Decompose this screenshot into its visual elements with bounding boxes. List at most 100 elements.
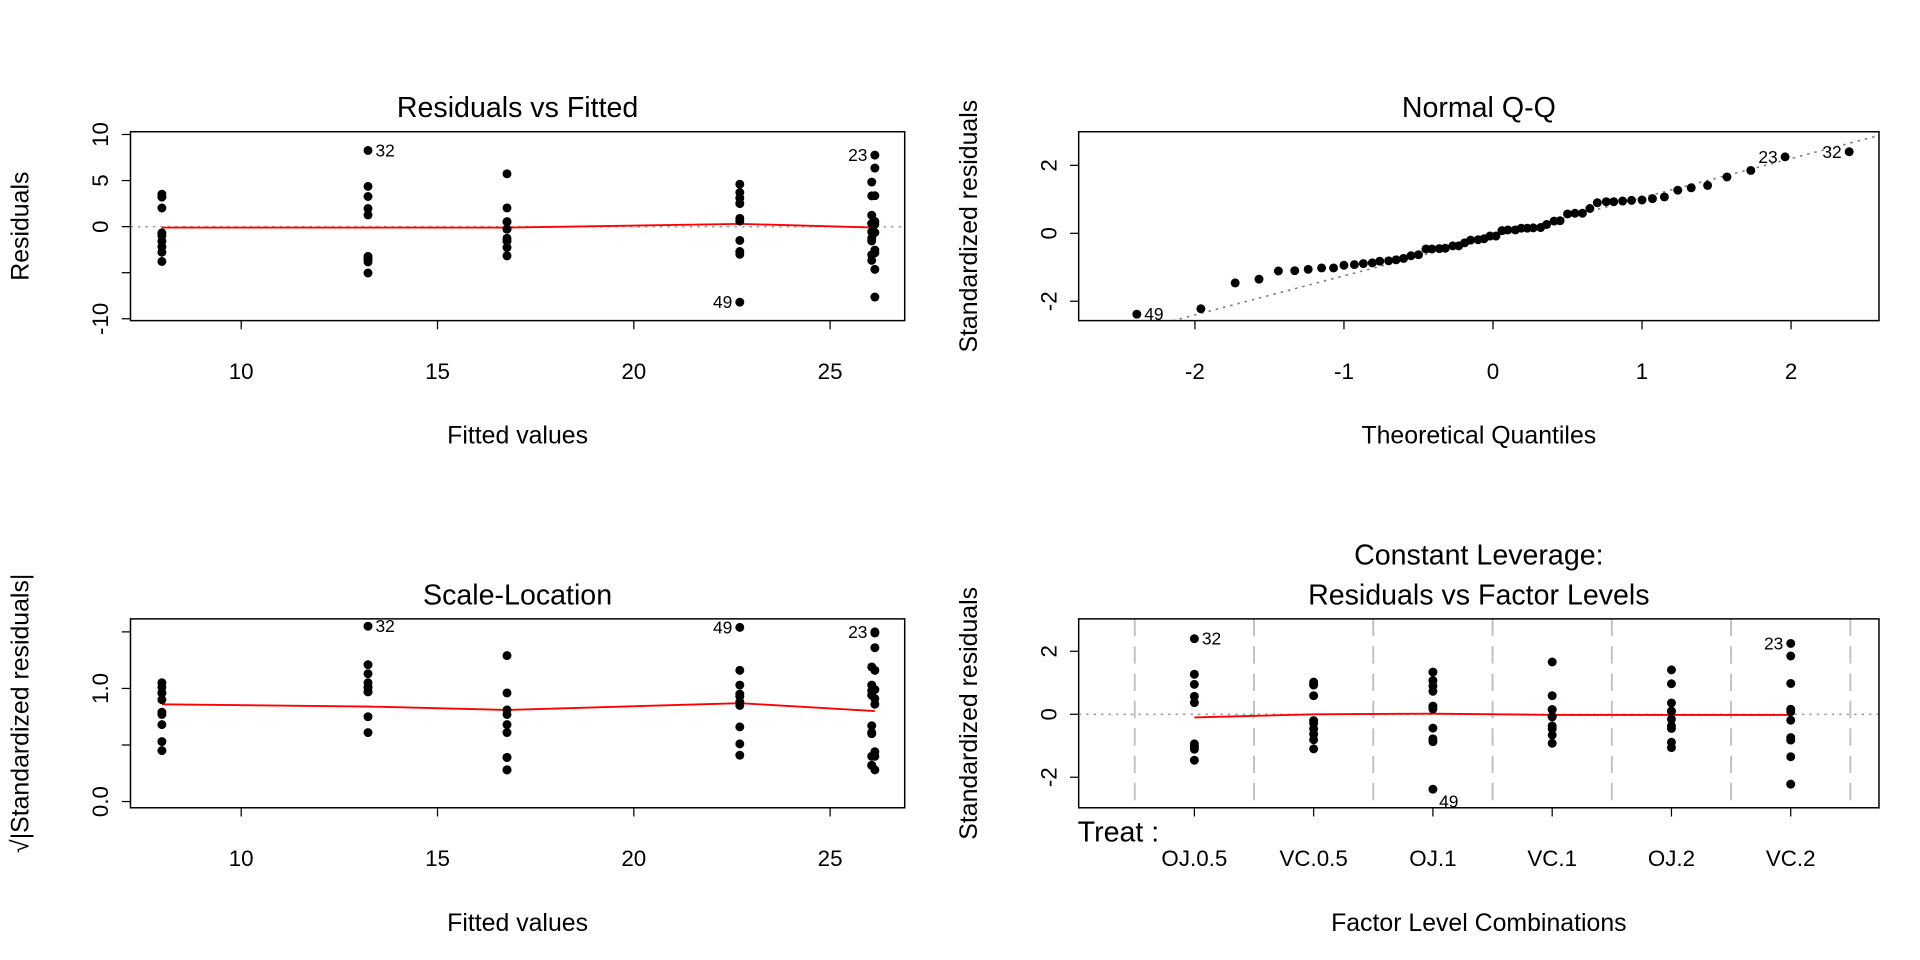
point (1609, 197, 1619, 207)
y-axis-label: Standardized residuals (956, 100, 983, 353)
point (1349, 260, 1359, 270)
plot-frame (129, 130, 906, 322)
x-tick-label: 10 (229, 359, 254, 384)
point (1786, 779, 1796, 789)
y-tick-label: -10 (88, 303, 113, 335)
x-tick-label: 20 (621, 846, 646, 871)
point (735, 297, 745, 307)
point (1317, 263, 1327, 273)
point (502, 688, 512, 698)
point (363, 254, 373, 264)
plot-frame (129, 618, 906, 809)
point-label: 32 (1822, 142, 1841, 162)
point (1189, 634, 1199, 644)
point (1547, 691, 1557, 701)
x-axis-label: Fitted values (447, 423, 588, 450)
point (502, 224, 512, 234)
point (870, 694, 880, 704)
point (1786, 678, 1796, 688)
point (870, 627, 880, 637)
point (157, 709, 167, 719)
y-tick-label: 5 (88, 174, 113, 186)
point (1303, 264, 1313, 274)
point (1189, 679, 1199, 689)
point (1647, 194, 1657, 204)
point (870, 191, 880, 201)
point (870, 665, 880, 675)
point (363, 210, 373, 220)
point (1414, 250, 1423, 260)
point (1428, 734, 1438, 744)
point (1391, 255, 1401, 265)
point (735, 193, 745, 203)
point (1563, 209, 1572, 219)
point (1547, 712, 1557, 722)
point (1786, 715, 1796, 725)
x-tick-label: 0 (1487, 359, 1499, 384)
point (735, 622, 745, 632)
point (1309, 718, 1319, 728)
point (1786, 752, 1796, 762)
point (870, 217, 880, 226)
point (1189, 691, 1199, 701)
y-tick-label: 0 (1036, 708, 1061, 720)
point (363, 621, 373, 631)
point (502, 651, 512, 661)
point (1428, 701, 1438, 711)
point (363, 145, 373, 155)
point (363, 192, 373, 201)
chart-title: Constant Leverage: (1354, 539, 1603, 571)
point (1273, 266, 1283, 276)
point (735, 700, 745, 710)
point (735, 680, 745, 690)
point-label: 32 (1202, 629, 1221, 649)
chart-title: Residuals vs Factor Levels (1308, 579, 1650, 611)
point (363, 712, 373, 722)
x-tick-label: 1 (1636, 359, 1648, 384)
point-label: 49 (1144, 304, 1163, 324)
x-axis-label: Theoretical Quantiles (1361, 423, 1596, 450)
point (1637, 195, 1647, 205)
point (502, 169, 512, 179)
point (1358, 259, 1368, 269)
point (870, 163, 880, 173)
point (1666, 737, 1676, 747)
point (1309, 735, 1319, 745)
x-tick-label: 25 (818, 846, 843, 871)
point (363, 728, 373, 738)
point (1601, 197, 1611, 207)
point (502, 765, 512, 775)
point (1309, 691, 1319, 701)
point (363, 181, 373, 191)
panel: Normal Q-Q Theoretical Quantiles Standardi… (956, 92, 1880, 450)
panel: Constant Leverage: Residuals vs Factor Le… (956, 539, 1880, 937)
x-tick-label: VC.1 (1527, 846, 1577, 871)
point (1786, 651, 1796, 661)
point (1786, 735, 1796, 745)
point (1367, 258, 1377, 268)
point (502, 720, 512, 730)
panel: Residuals vs Fitted Fitted values Residual… (8, 92, 906, 450)
point (1503, 225, 1513, 235)
y-tick-label: 2 (1036, 159, 1061, 171)
y-tick-label: 0 (1036, 227, 1061, 239)
point (363, 682, 373, 692)
x-tick-label: 15 (425, 846, 450, 871)
point (1547, 730, 1557, 740)
y-tick-label: 10 (88, 122, 113, 147)
point (1440, 243, 1450, 253)
point (735, 722, 745, 732)
point (363, 669, 373, 679)
point (1399, 253, 1409, 263)
point (1585, 204, 1595, 213)
point (1189, 755, 1199, 765)
smooth-line (1194, 712, 1791, 719)
point (157, 247, 167, 257)
y-axis-label: Standardized residuals (956, 587, 983, 840)
point (870, 150, 880, 160)
point (157, 695, 167, 705)
point (870, 248, 880, 258)
point (1592, 198, 1602, 208)
point (1290, 266, 1300, 276)
